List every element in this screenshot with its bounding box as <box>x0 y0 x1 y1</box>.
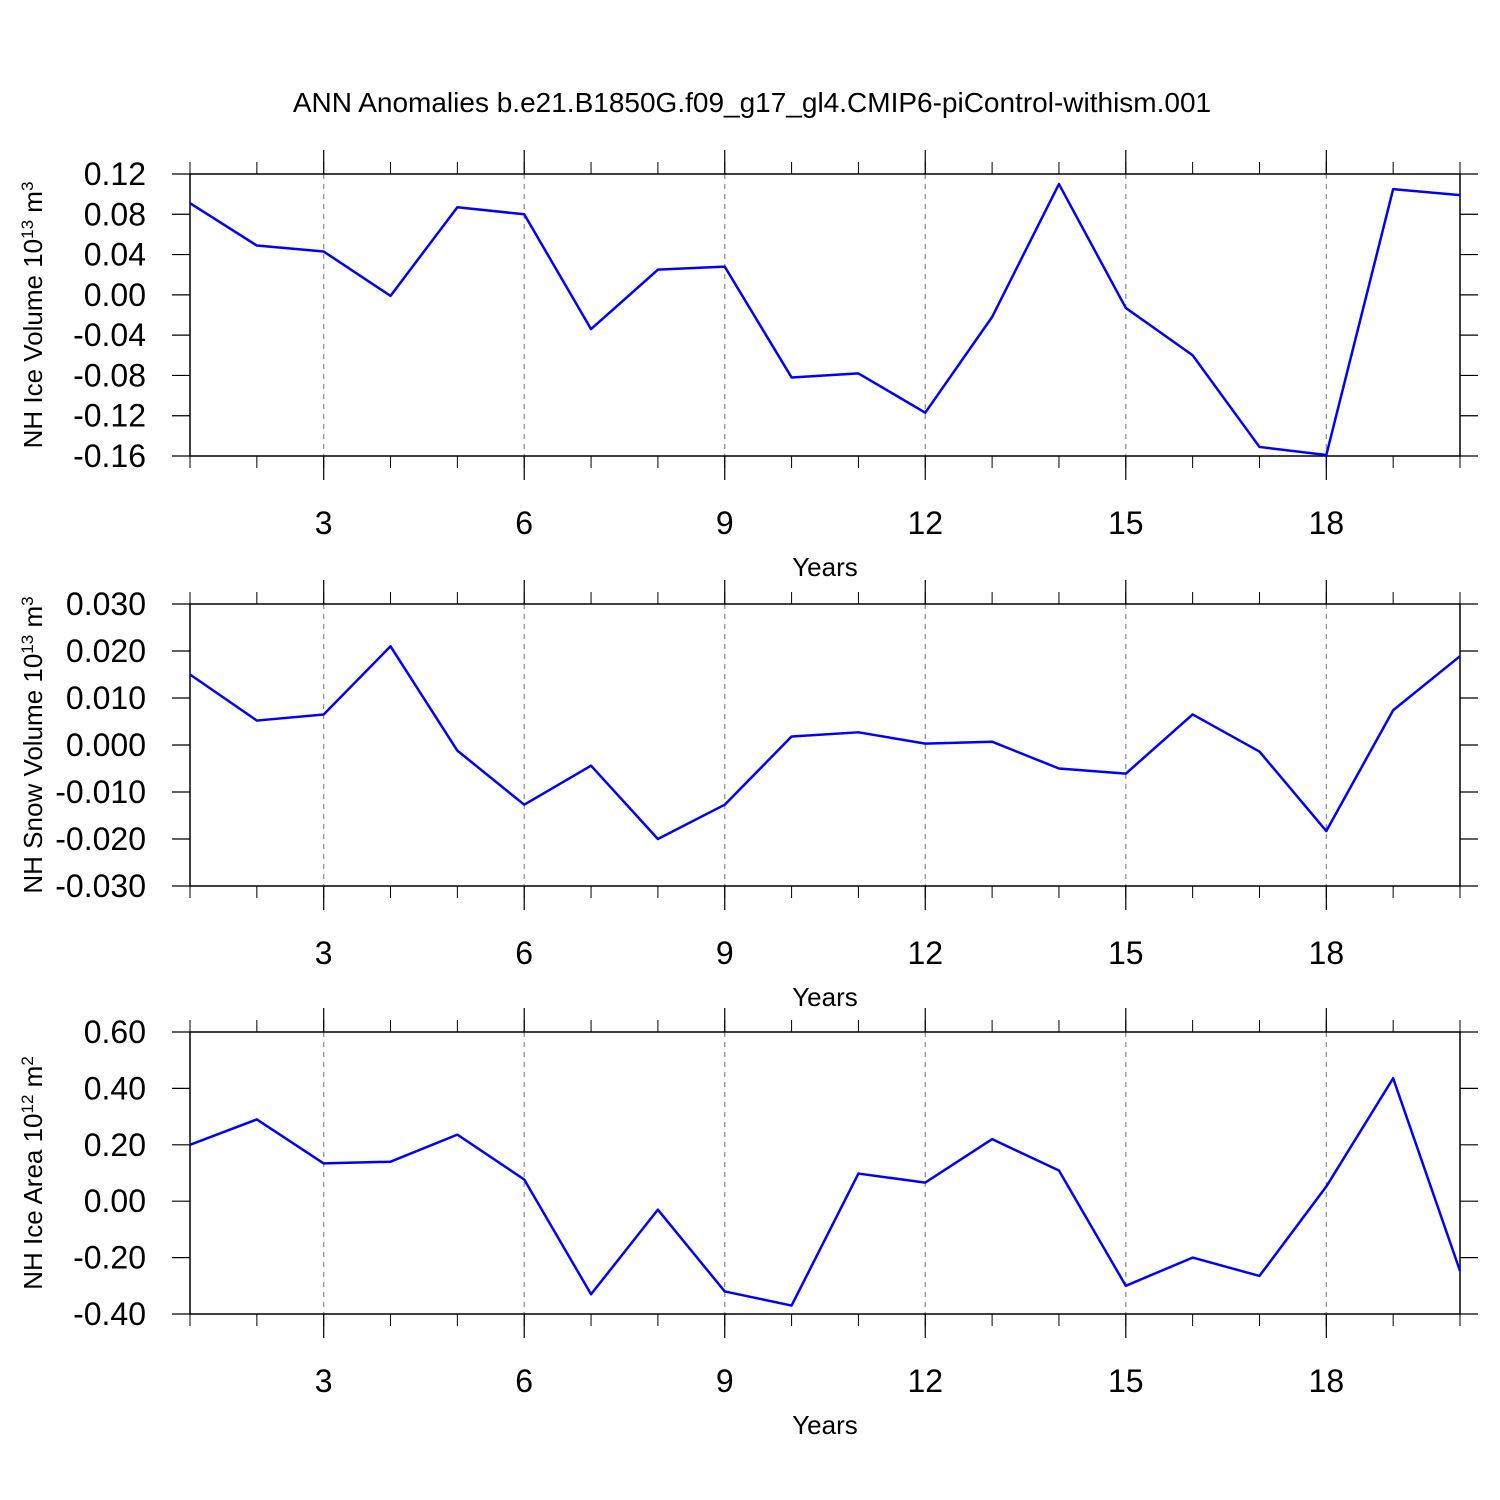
y-tick-label: 0.030 <box>66 586 146 622</box>
x-axis-label: Years <box>792 982 858 1012</box>
x-tick-label: 3 <box>315 505 333 541</box>
y-tick-label: -0.04 <box>73 317 146 353</box>
data-line <box>189 645 1461 841</box>
y-tick-label: -0.030 <box>55 868 146 904</box>
y-axis-label-exponent: 3 <box>18 596 37 605</box>
y-tick-label: -0.08 <box>73 357 146 393</box>
y-tick-label: 0.04 <box>84 237 146 273</box>
x-tick-label: 9 <box>716 505 734 541</box>
x-tick-label: 3 <box>315 1363 333 1399</box>
x-tick-label: 6 <box>515 1363 533 1399</box>
y-tick-label: -0.12 <box>73 398 146 434</box>
x-axis-label: Years <box>792 552 858 582</box>
x-tick-label: 15 <box>1108 1363 1144 1399</box>
y-axis-label-exponent: 3 <box>18 182 37 191</box>
x-tick-label: 18 <box>1309 505 1345 541</box>
x-tick-label: 12 <box>907 935 943 971</box>
x-tick-label: 12 <box>907 505 943 541</box>
y-axis-label-exponent: 2 <box>18 1056 37 1065</box>
y-tick-label: 0.020 <box>66 633 146 669</box>
y-tick-label: 0.00 <box>84 1183 146 1219</box>
plot-frame <box>189 603 1461 887</box>
y-tick-label: 0.12 <box>84 156 146 192</box>
y-axis-label-unit: m <box>18 606 48 635</box>
y-axis-label: NH Ice Area 1012 m2 <box>18 1056 49 1290</box>
y-axis-label: NH Snow Volume 1013 m3 <box>18 596 49 893</box>
y-axis-label-exponent: 13 <box>18 635 37 654</box>
y-tick-label: 0.00 <box>84 277 146 313</box>
y-axis-label-text: NH Snow Volume 10 <box>18 654 48 894</box>
plot-frame <box>189 1031 1461 1315</box>
y-tick-label: -0.16 <box>73 438 146 474</box>
x-tick-label: 18 <box>1309 1363 1345 1399</box>
y-axis-label-exponent: 13 <box>18 220 37 239</box>
y-axis-label-text: NH Ice Volume 10 <box>18 239 48 449</box>
data-line <box>189 182 1461 457</box>
x-tick-label: 18 <box>1309 935 1345 971</box>
x-tick-label: 3 <box>315 935 333 971</box>
x-tick-label: 12 <box>907 1363 943 1399</box>
y-axis-label-exponent: 12 <box>18 1095 37 1114</box>
x-tick-label: 9 <box>716 1363 734 1399</box>
x-tick-label: 15 <box>1108 505 1144 541</box>
y-tick-label: -0.010 <box>55 774 146 810</box>
data-line <box>189 1077 1462 1307</box>
y-tick-label: 0.010 <box>66 680 146 716</box>
y-tick-label: 0.08 <box>84 196 146 232</box>
chart-title: ANN Anomalies b.e21.B1850G.f09_g17_gl4.C… <box>293 87 1211 118</box>
y-tick-label: 0.60 <box>84 1014 146 1050</box>
y-tick-label: 0.000 <box>66 727 146 763</box>
y-tick-label: 0.40 <box>84 1070 146 1106</box>
y-axis-label-unit: m <box>18 191 48 220</box>
x-tick-label: 9 <box>716 935 734 971</box>
y-tick-label: -0.020 <box>55 821 146 857</box>
x-tick-label: 6 <box>515 935 533 971</box>
y-tick-label: -0.40 <box>73 1296 146 1332</box>
y-tick-label: -0.20 <box>73 1240 146 1276</box>
y-axis-label: NH Ice Volume 1013 m3 <box>18 182 49 449</box>
x-axis-label: Years <box>792 1410 858 1440</box>
y-axis-label-unit: m <box>18 1066 48 1095</box>
y-axis-label-text: NH Ice Area 10 <box>18 1113 48 1289</box>
x-tick-label: 15 <box>1108 935 1144 971</box>
x-tick-label: 6 <box>515 505 533 541</box>
y-tick-label: 0.20 <box>84 1127 146 1163</box>
plot-frame <box>189 173 1461 457</box>
